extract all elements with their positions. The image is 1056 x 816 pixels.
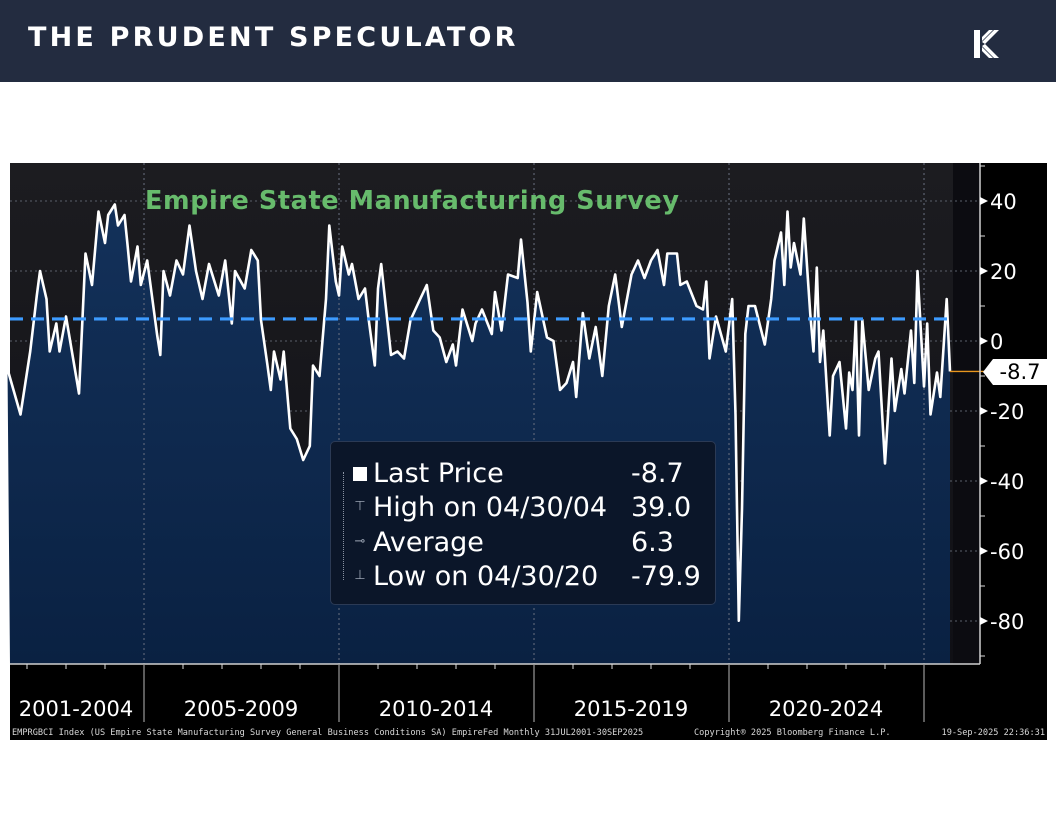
plot-right-margin <box>953 163 980 664</box>
y-tick-label: -60 <box>990 540 1024 564</box>
legend-value-last: -8.7 <box>631 458 684 489</box>
y-tick-label: -20 <box>990 400 1024 424</box>
y-tick-mark <box>980 337 988 345</box>
y-tick-mark <box>980 407 988 415</box>
legend-value-average: 6.3 <box>631 527 674 558</box>
y-tick-mark <box>980 617 988 625</box>
k-logo-icon <box>974 30 999 58</box>
y-tick-label: 20 <box>990 260 1017 284</box>
y-tick-label: -80 <box>990 610 1024 634</box>
legend-label-average: Average <box>373 527 484 558</box>
y-tick-mark <box>980 197 988 205</box>
last-value-text: -8.7 <box>999 360 1041 384</box>
average-marker-icon: ⊸ <box>354 534 366 549</box>
y-tick-mark <box>980 547 988 555</box>
low-marker-icon: ⊥ <box>354 568 366 583</box>
footer-copyright: Copyright® 2025 Bloomberg Finance L.P. <box>694 728 891 738</box>
legend: Last Price -8.7 ⊤ High on 04/30/04 39.0 … <box>330 441 716 605</box>
y-tick-mark <box>980 267 988 275</box>
vertical-gridlines <box>143 163 925 664</box>
brand-title: THE PRUDENT SPECULATOR <box>28 22 519 53</box>
y-axis-ticks: 40 20 0 -20 -40 -60 -80 <box>980 165 1024 657</box>
series-line <box>6 203 952 622</box>
legend-tree-line <box>343 472 345 580</box>
last-value-tag: -8.7 <box>983 359 1047 385</box>
x-tick-label: 2010-2014 <box>379 697 493 721</box>
y-tick-label: 40 <box>990 190 1017 214</box>
y-tick-mark <box>980 477 988 485</box>
x-tick-label: 2015-2019 <box>574 697 688 721</box>
legend-label-low: Low on 04/30/20 <box>373 561 599 592</box>
x-axis-ticks <box>26 664 925 722</box>
legend-label-high: High on 04/30/04 <box>373 492 608 523</box>
legend-label-last: Last Price <box>373 458 504 489</box>
chart-title: Empire State Manufacturing Survey <box>145 186 680 216</box>
footer-description: EMPRGBCI Index (US Empire State Manufact… <box>12 728 643 738</box>
footer-timestamp: 19-Sep-2025 22:36:31 <box>942 728 1045 738</box>
y-tick-label: -40 <box>990 470 1024 494</box>
y-tick-label: 0 <box>990 330 1003 354</box>
legend-value-low: -79.9 <box>631 561 701 592</box>
last-price-marker-icon <box>353 467 367 481</box>
x-tick-label: 2005-2009 <box>184 697 298 721</box>
x-tick-label: 2001-2004 <box>19 697 133 721</box>
legend-value-high: 39.0 <box>631 492 692 523</box>
header-bar: THE PRUDENT SPECULATOR <box>0 0 1056 82</box>
high-marker-icon: ⊤ <box>354 499 366 514</box>
x-tick-label: 2020-2024 <box>769 697 883 721</box>
